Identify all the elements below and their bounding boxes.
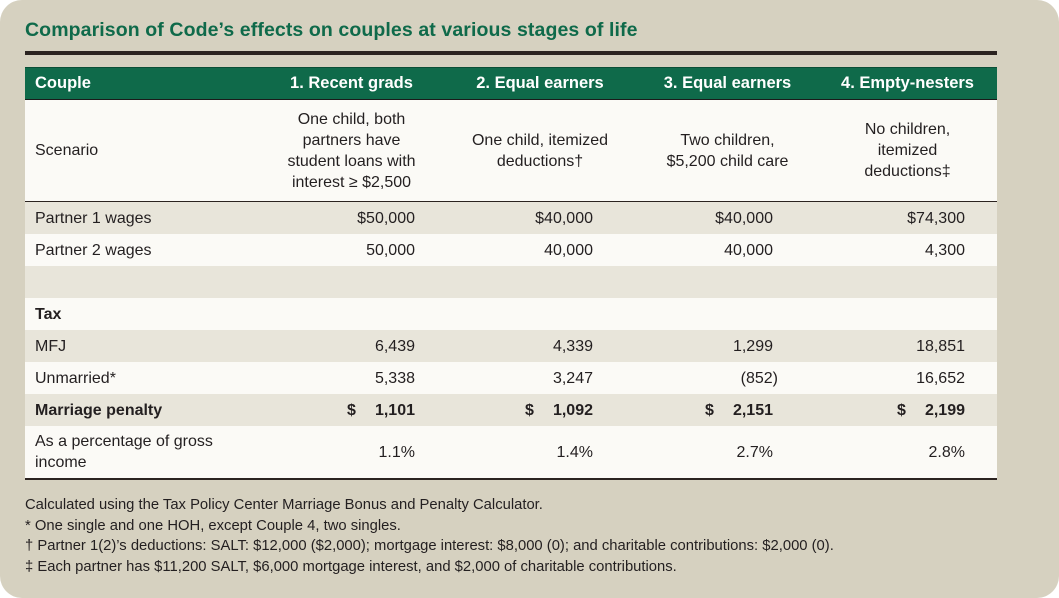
- amount: 1,092: [552, 401, 593, 419]
- table-header-row: Couple 1. Recent grads 2. Equal earners …: [25, 67, 997, 100]
- partner1-wages-couple-4: $74,300: [907, 209, 965, 227]
- header-couple-4: 4. Empty-nesters: [841, 74, 974, 92]
- row-label-unmarried: Unmarried*: [35, 369, 116, 387]
- money-value: $ 2,199: [897, 400, 965, 421]
- marriage-penalty-couple-4: $ 2,199: [818, 400, 997, 421]
- percentage-couple-2: 1.4%: [556, 443, 593, 461]
- footnote-dagger: † Partner 1(2)’s deductions: SALT: $12,0…: [25, 538, 834, 554]
- currency-symbol: $: [525, 401, 534, 419]
- partner2-wages-couple-2: 40,000: [544, 241, 593, 259]
- money-value: $ 2,151: [705, 400, 773, 421]
- currency-symbol: $: [705, 401, 714, 419]
- label-line: As a percentage of gross: [35, 433, 213, 450]
- footnote-asterisk: * One single and one HOH, except Couple …: [25, 517, 401, 534]
- table-row-marriage-penalty: Marriage penalty $ 1,101 $ 1,092 $ 2,151: [25, 394, 997, 426]
- comparison-table: Couple 1. Recent grads 2. Equal earners …: [25, 67, 997, 480]
- scenario-line: interest ≥ $2,500: [291, 173, 412, 191]
- unmarried-couple-1: 5,338: [374, 369, 415, 387]
- footnotes: Calculated using the Tax Policy Center M…: [25, 495, 834, 577]
- partner1-wages-couple-1: $50,000: [357, 209, 415, 227]
- title-rule: [25, 51, 997, 55]
- header-couple-1: 1. Recent grads: [290, 74, 413, 92]
- header-couple: Couple: [35, 74, 91, 92]
- unmarried-couple-2: 3,247: [552, 369, 593, 387]
- amount: 2,151: [732, 401, 773, 419]
- percentage-couple-1: 1.1%: [378, 443, 415, 461]
- row-label-percentage: As a percentage of gross income: [25, 431, 260, 473]
- mfj-couple-1: 6,439: [374, 337, 415, 355]
- scenario-line: One child, both: [297, 110, 406, 128]
- table-row-spacer: [25, 266, 997, 298]
- scenario-line: deductions‡: [864, 163, 951, 180]
- mfj-couple-4: 18,851: [916, 337, 965, 355]
- amount: 1,101: [374, 401, 415, 419]
- mfj-couple-2: 4,339: [552, 337, 593, 355]
- partner2-wages-couple-3: 40,000: [724, 241, 773, 259]
- scenario-line: partners have: [302, 131, 401, 149]
- amount: 2,199: [924, 401, 965, 419]
- money-value: $ 1,092: [525, 400, 593, 421]
- label-line: income: [35, 454, 87, 471]
- row-label-partner1-wages: Partner 1 wages: [35, 209, 152, 227]
- mfj-couple-3: 1,299: [732, 337, 773, 355]
- scenario-line: deductions†: [496, 152, 584, 170]
- marriage-penalty-couple-2: $ 1,092: [443, 400, 637, 421]
- section-label-tax: Tax: [35, 305, 62, 323]
- percentage-couple-3: 2.7%: [736, 443, 773, 461]
- footnote-source: Calculated using the Tax Policy Center M…: [25, 497, 543, 513]
- unmarried-couple-4: 16,652: [916, 369, 965, 387]
- scenario-line: $5,200 child care: [666, 152, 789, 170]
- table-row-percentage: As a percentage of gross income 1.1% 1.4…: [25, 426, 997, 480]
- currency-symbol: $: [347, 401, 356, 419]
- exhibit-title: Comparison of Code’s effects on couples …: [25, 19, 638, 41]
- scenario-line: itemized: [877, 142, 938, 159]
- partner2-wages-couple-4: 4,300: [924, 241, 965, 259]
- row-label-partner2-wages: Partner 2 wages: [35, 241, 152, 259]
- header-couple-3: 3. Equal earners: [663, 74, 792, 92]
- scenario-couple-1: One child, both partners have student lo…: [260, 109, 443, 193]
- partner2-wages-couple-1: 50,000: [366, 241, 415, 259]
- unmarried-couple-3: (852): [740, 369, 778, 387]
- scenario-line: No children,: [864, 121, 951, 138]
- marriage-penalty-couple-3: $ 2,151: [637, 400, 818, 421]
- table-row-scenario: Scenario One child, both partners have s…: [25, 100, 997, 202]
- partner1-wages-couple-3: $40,000: [715, 209, 773, 227]
- footnote-double-dagger: ‡ Each partner has $11,200 SALT, $6,000 …: [25, 558, 677, 575]
- scenario-line: Two children,: [680, 131, 775, 149]
- row-label-mfj: MFJ: [35, 337, 67, 355]
- partner1-wages-couple-2: $40,000: [535, 209, 593, 227]
- scenario-couple-3: Two children, $5,200 child care: [637, 130, 818, 172]
- table-row-mfj: MFJ 6,439 4,339 1,299 18,851: [25, 330, 997, 362]
- scenario-couple-2: One child, itemized deductions†: [443, 130, 637, 172]
- row-label-marriage-penalty: Marriage penalty: [35, 401, 163, 419]
- scenario-line: One child, itemized: [471, 131, 609, 149]
- percentage-couple-4: 2.8%: [928, 443, 965, 461]
- header-couple-2: 2. Equal earners: [476, 74, 604, 92]
- table-row-partner1-wages: Partner 1 wages $50,000 $40,000 $40,000 …: [25, 202, 997, 234]
- marriage-penalty-couple-1: $ 1,101: [260, 400, 443, 421]
- table-row-unmarried: Unmarried* 5,338 3,247 (852) 16,652: [25, 362, 997, 394]
- table-row-partner2-wages: Partner 2 wages 50,000 40,000 40,000 4,3…: [25, 234, 997, 266]
- money-value: $ 1,101: [347, 400, 415, 421]
- table-row-tax-section: Tax: [25, 298, 997, 330]
- scenario-couple-4: No children, itemized deductions‡: [818, 119, 997, 182]
- row-label-scenario: Scenario: [35, 142, 99, 159]
- scenario-line: student loans with: [287, 152, 416, 170]
- currency-symbol: $: [897, 401, 906, 419]
